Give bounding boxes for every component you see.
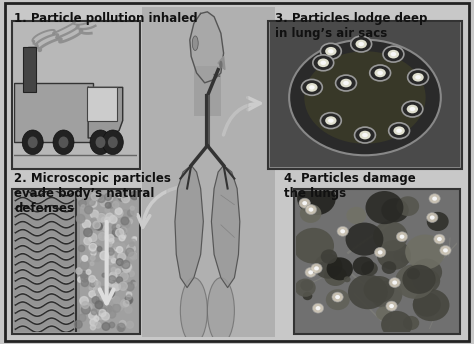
FancyBboxPatch shape [142,7,275,337]
FancyBboxPatch shape [294,189,460,334]
FancyBboxPatch shape [12,21,140,169]
FancyBboxPatch shape [268,21,462,169]
Text: 4. Particles damage
the lungs: 4. Particles damage the lungs [284,172,416,200]
Text: 1. Particle pollution inhaled: 1. Particle pollution inhaled [14,12,198,25]
Text: 2. Microscopic particles
evade body’s natural
defenses: 2. Microscopic particles evade body’s na… [14,172,171,215]
FancyBboxPatch shape [12,189,140,334]
Text: 3. Particles lodge deep
in lung’s air sacs: 3. Particles lodge deep in lung’s air sa… [275,12,427,40]
